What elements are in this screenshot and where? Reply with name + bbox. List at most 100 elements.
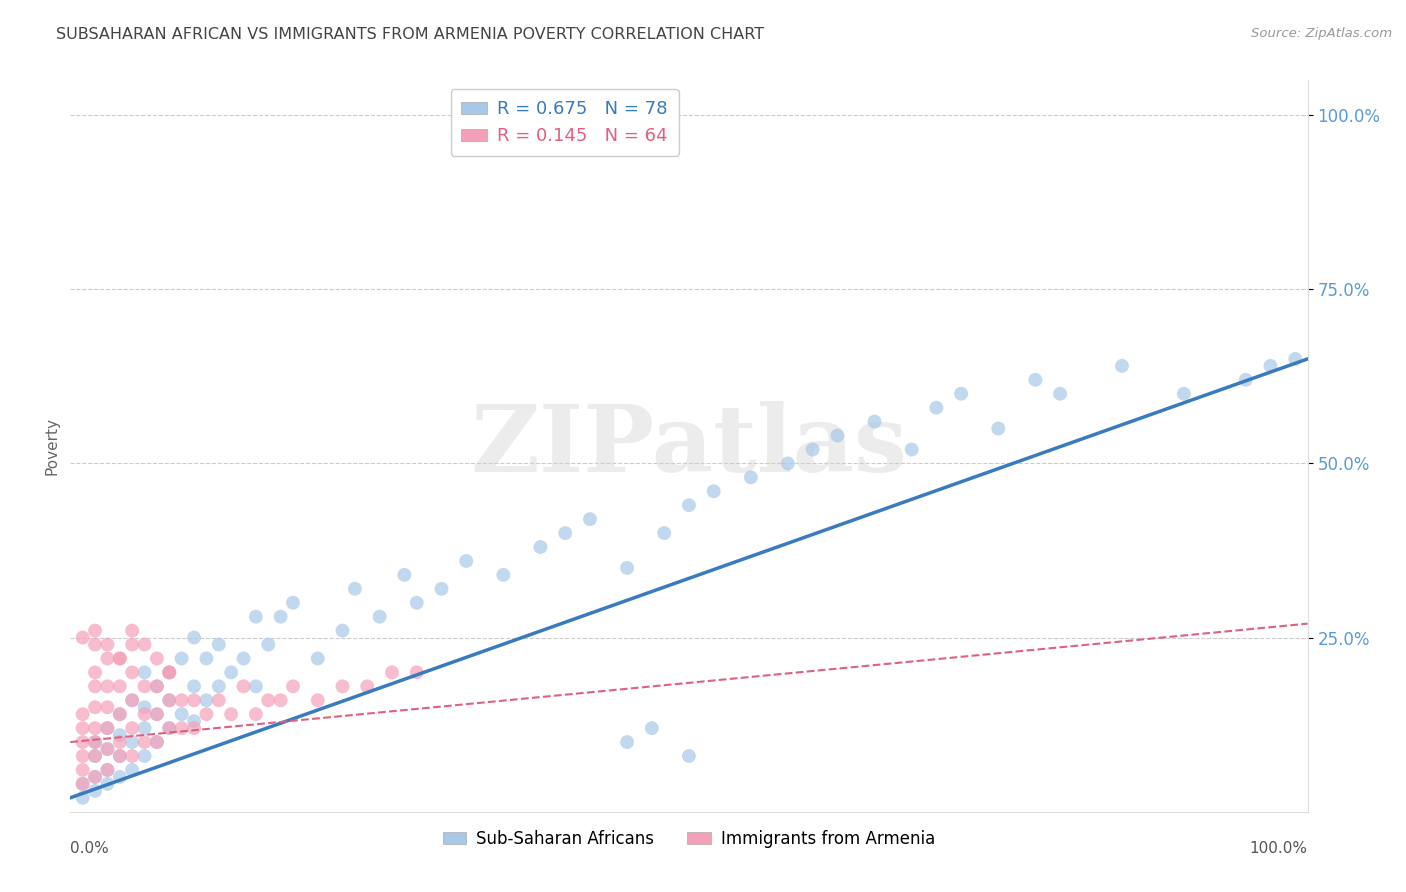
Point — [183, 679, 205, 693]
Point — [270, 609, 292, 624]
Point — [950, 386, 973, 401]
Point — [332, 679, 354, 693]
Point — [827, 428, 849, 442]
Point — [146, 679, 169, 693]
Point — [170, 707, 193, 722]
Point — [170, 693, 193, 707]
Point — [134, 721, 156, 735]
Point — [121, 638, 143, 652]
Point — [1234, 373, 1257, 387]
Text: 100.0%: 100.0% — [1250, 841, 1308, 856]
Point — [108, 770, 131, 784]
Text: 0.0%: 0.0% — [70, 841, 110, 856]
Point — [157, 665, 180, 680]
Point — [456, 554, 478, 568]
Point — [134, 679, 156, 693]
Point — [84, 624, 107, 638]
Point — [108, 749, 131, 764]
Point — [616, 561, 638, 575]
Point — [72, 631, 94, 645]
Text: Source: ZipAtlas.com: Source: ZipAtlas.com — [1251, 27, 1392, 40]
Point — [195, 651, 218, 665]
Point — [703, 484, 725, 499]
Point — [96, 700, 118, 714]
Point — [183, 631, 205, 645]
Point — [146, 707, 169, 722]
Point — [84, 749, 107, 764]
Point — [616, 735, 638, 749]
Point — [1024, 373, 1046, 387]
Point — [84, 700, 107, 714]
Point — [96, 777, 118, 791]
Point — [332, 624, 354, 638]
Point — [146, 735, 169, 749]
Point — [146, 651, 169, 665]
Point — [121, 735, 143, 749]
Point — [183, 721, 205, 735]
Point — [219, 707, 242, 722]
Point — [121, 665, 143, 680]
Point — [157, 721, 180, 735]
Point — [134, 735, 156, 749]
Point — [381, 665, 404, 680]
Point — [554, 526, 576, 541]
Point — [108, 679, 131, 693]
Point — [492, 567, 515, 582]
Point — [84, 665, 107, 680]
Point — [157, 665, 180, 680]
Legend: Sub-Saharan Africans, Immigrants from Armenia: Sub-Saharan Africans, Immigrants from Ar… — [436, 823, 942, 855]
Point — [195, 707, 218, 722]
Y-axis label: Poverty: Poverty — [44, 417, 59, 475]
Point — [1260, 359, 1282, 373]
Point — [84, 735, 107, 749]
Point — [195, 693, 218, 707]
Point — [146, 679, 169, 693]
Point — [529, 540, 551, 554]
Point — [72, 777, 94, 791]
Point — [108, 728, 131, 742]
Point — [72, 749, 94, 764]
Point — [343, 582, 366, 596]
Point — [356, 679, 378, 693]
Point — [652, 526, 675, 541]
Point — [96, 742, 118, 756]
Point — [96, 651, 118, 665]
Point — [405, 596, 427, 610]
Point — [108, 749, 131, 764]
Point — [121, 721, 143, 735]
Point — [678, 498, 700, 512]
Point — [146, 707, 169, 722]
Point — [183, 693, 205, 707]
Point — [579, 512, 602, 526]
Point — [108, 651, 131, 665]
Point — [121, 624, 143, 638]
Point — [134, 665, 156, 680]
Point — [900, 442, 922, 457]
Point — [208, 693, 231, 707]
Point — [232, 679, 254, 693]
Point — [405, 665, 427, 680]
Point — [96, 721, 118, 735]
Point — [281, 596, 304, 610]
Point — [84, 770, 107, 784]
Point — [1173, 386, 1195, 401]
Text: ZIPatlas: ZIPatlas — [471, 401, 907, 491]
Point — [121, 749, 143, 764]
Point — [245, 609, 267, 624]
Point — [863, 415, 886, 429]
Point — [170, 721, 193, 735]
Point — [307, 693, 329, 707]
Point — [72, 790, 94, 805]
Point — [96, 742, 118, 756]
Point — [170, 651, 193, 665]
Point — [84, 721, 107, 735]
Point — [245, 707, 267, 722]
Point — [245, 679, 267, 693]
Point — [801, 442, 824, 457]
Point — [776, 457, 799, 471]
Point — [157, 721, 180, 735]
Point — [121, 763, 143, 777]
Point — [96, 638, 118, 652]
Point — [72, 763, 94, 777]
Text: SUBSAHARAN AFRICAN VS IMMIGRANTS FROM ARMENIA POVERTY CORRELATION CHART: SUBSAHARAN AFRICAN VS IMMIGRANTS FROM AR… — [56, 27, 765, 42]
